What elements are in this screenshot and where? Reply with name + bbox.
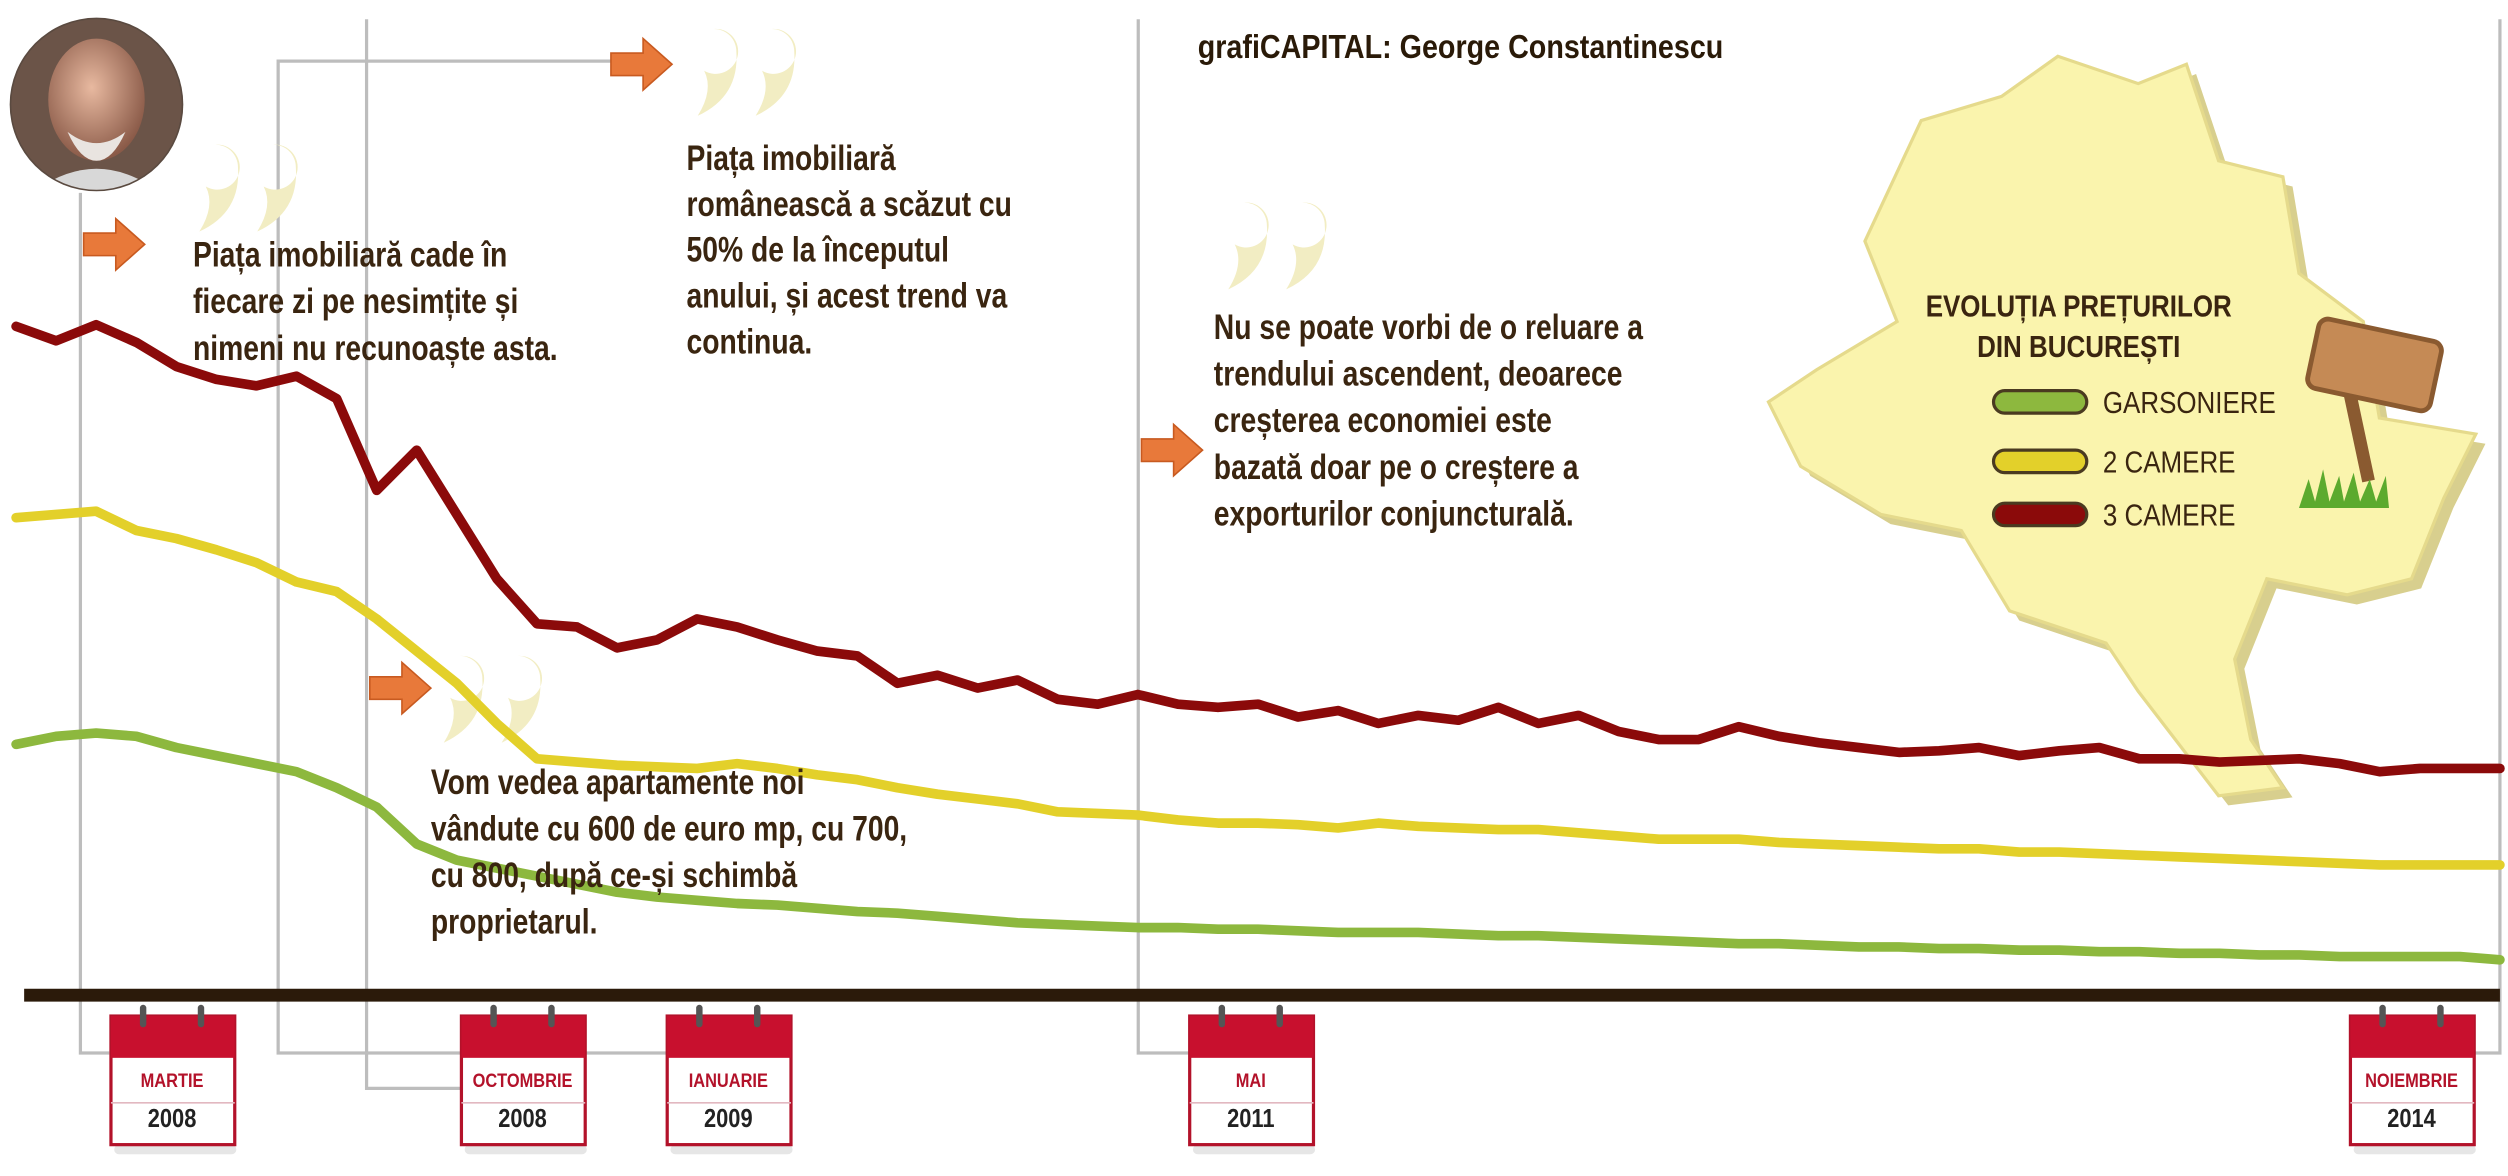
legend-label: 2 CAMERE [2103,446,2236,480]
calendar-shadow [1192,1144,1316,1155]
calendar-header [667,1016,791,1058]
calendar: NOIEMBRIE 2014 [2348,1004,2476,1155]
quote-line: trendului ascendent, deoarece [1214,354,1623,394]
quote-line: Piața imobiliară [686,138,896,178]
credit: grafiCAPITAL: George Constantinescu [1198,28,1724,66]
quote-mark [1228,202,1327,290]
calendar-ring [139,1004,147,1028]
quote-line: cu 800, după ce-și schimbă [431,855,798,895]
calendar-year: 2009 [704,1104,753,1133]
calendar-ring [490,1004,497,1028]
calendar-ring [548,1004,555,1028]
calendar-ring [2379,1004,2386,1028]
quote-line: proprietarul. [431,902,598,942]
calendar-year: 2014 [2387,1104,2436,1133]
annotations: Piața imobiliară cade în fiecare zi pe ne… [193,138,1644,941]
calendar-shadow [464,1144,587,1155]
calendar-month: MARTIE [141,1070,204,1092]
quote-line: vândute cu 600 de euro mp, cu 700, [431,808,907,848]
calendar: IANUARIE 2009 [665,1004,793,1155]
quote-line: Piața imobiliară cade în [193,235,507,275]
calendar-month: OCTOMBRIE [473,1070,573,1092]
calendar-shadow [2353,1144,2476,1155]
calendar: OCTOMBRIE 2008 [459,1004,587,1155]
signpost [2298,316,2444,509]
calendar-header [1189,1016,1314,1058]
quote-mark [199,144,298,232]
calendar-month: IANUARIE [689,1070,768,1092]
calendar-header [461,1016,586,1058]
calendar-month: MAI [1236,1070,1266,1092]
quote-line: anului, și acest trend va [686,276,1008,316]
legend-title: DIN BUCUREȘTI [1977,330,2180,364]
legend-label: GARSONIERE [2103,386,2276,420]
series-line [11,728,2505,965]
calendars: MARTIE 2008 OCTOMBRIE 2008 IANUARIE 2009 MAI 20… [109,1004,2476,1155]
quote-line: creșterea economiei este [1214,400,1552,440]
calendar-ring [2437,1004,2444,1028]
arrow [1140,423,1204,477]
calendar-shadow [114,1144,237,1155]
calendar-year: 2008 [498,1104,547,1133]
quote-line: Vom vedea apartamente noi [431,762,805,802]
legend: EVOLUȚIA PREȚURILOR DIN BUCUREȘTI GARSONIE… [1926,290,2276,533]
calendar-year: 2011 [1227,1104,1274,1133]
calendar-ring [696,1004,703,1028]
quote-line: românească a scăzut cu [686,184,1011,224]
quote-line: bazată doar pe o creștere a [1214,447,1580,487]
quote-line: continua. [686,321,812,361]
legend-title: EVOLUȚIA PREȚURILOR [1926,290,2232,324]
legend-label: 3 CAMERE [2103,499,2236,533]
calendar-header [110,1016,235,1058]
legend-swatch [1991,448,2089,475]
calendar-year: 2008 [148,1104,197,1133]
legend-swatch [1991,501,2089,528]
arrow [82,217,146,271]
series-line [11,319,2505,777]
quote-line: nimeni nu recunoaște asta. [193,328,558,368]
calendar: MAI 2011 [1188,1004,1316,1155]
arrow [368,661,432,715]
quote-line: fiecare zi pe nesimțite și [193,281,518,321]
calendar-month: NOIEMBRIE [2365,1070,2458,1092]
calendar-ring [1218,1004,1226,1028]
calendar: MARTIE 2008 [109,1004,237,1155]
quote-line: Nu se poate vorbi de o reluare a [1214,307,1644,347]
calendar-shadow [670,1144,793,1155]
calendar-ring [197,1004,205,1028]
series-line [11,506,2505,870]
quote-line: 50% de la începutul [686,230,948,270]
portrait [9,17,184,192]
plot [11,319,2505,965]
quote-line: exporturilor conjuncturală. [1214,493,1574,533]
calendar-ring [754,1004,761,1028]
quote-mark [697,28,797,116]
legend-swatch [1991,389,2089,415]
calendar-header [2350,1016,2475,1058]
quote-mark [443,655,543,743]
calendar-ring [1276,1004,1283,1028]
arrow [610,37,673,91]
map [1766,54,2486,806]
